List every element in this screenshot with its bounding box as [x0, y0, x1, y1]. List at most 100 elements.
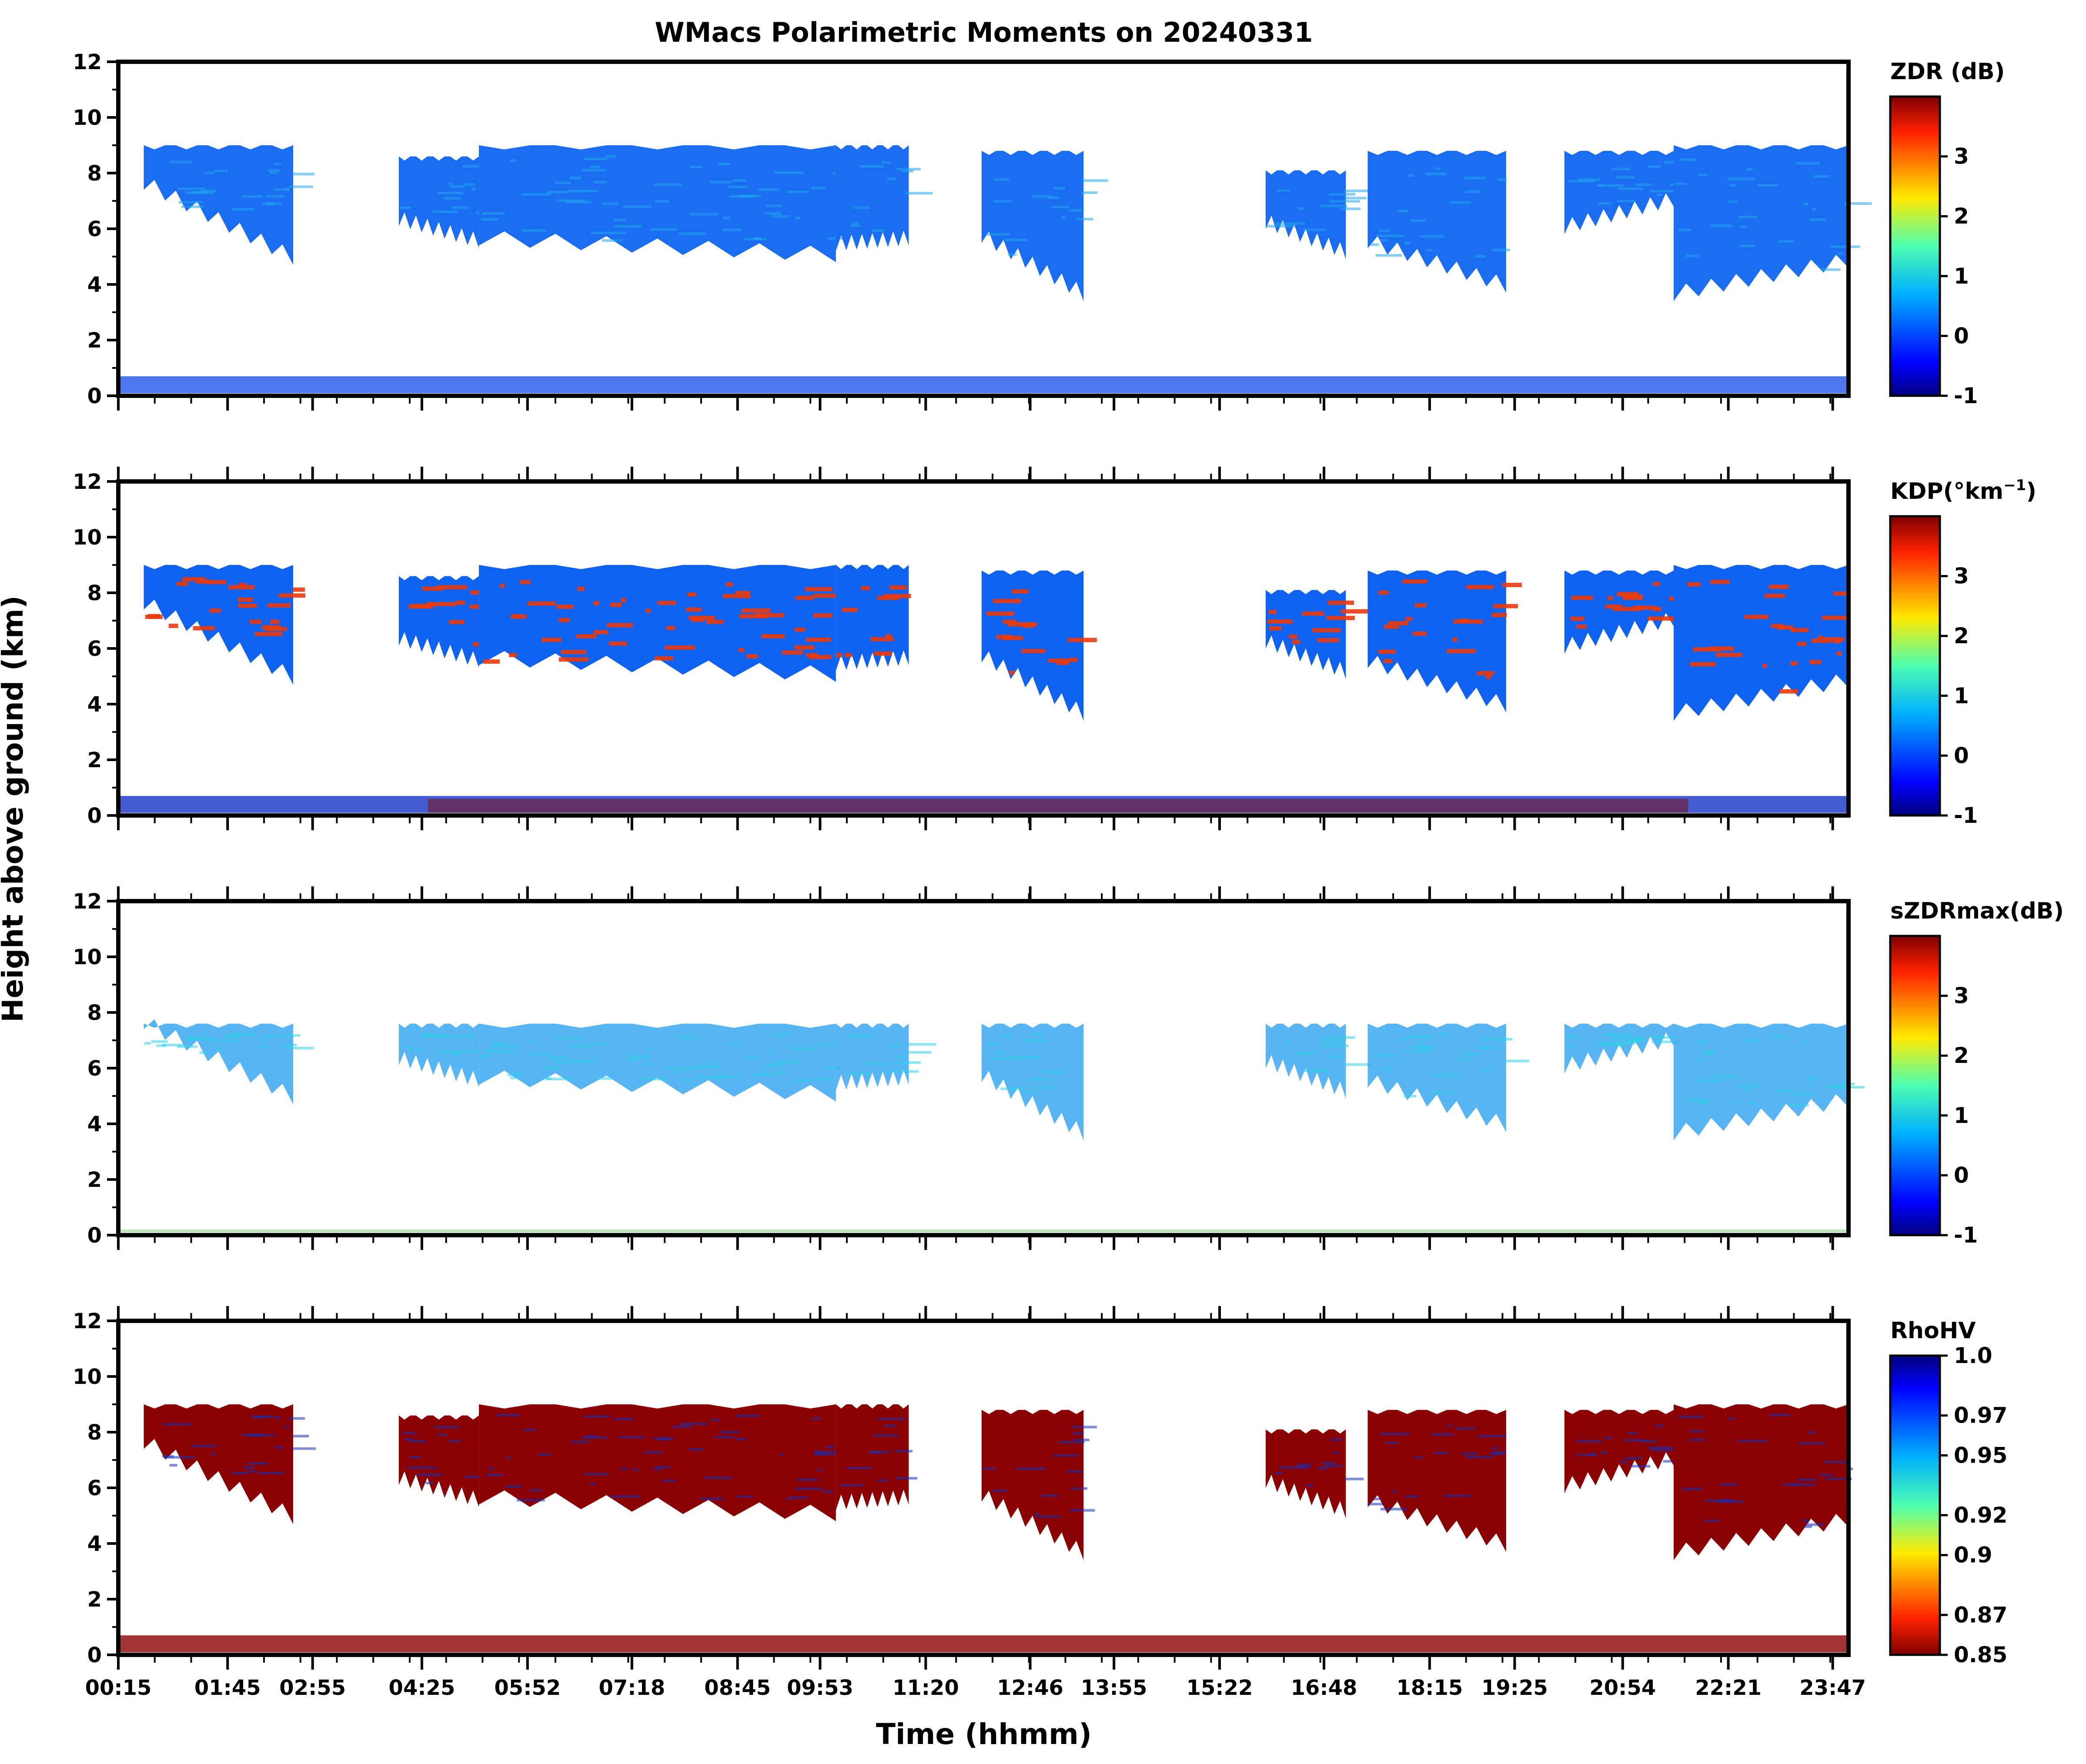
y-tick-label: 10	[73, 106, 102, 130]
cloud-texture	[1332, 1036, 1355, 1039]
cloud-texture	[1596, 184, 1605, 187]
cloud-segment	[479, 1404, 836, 1521]
cloud-texture	[1803, 202, 1809, 205]
cloud-texture	[506, 1457, 511, 1459]
x-tick-label: 23:47	[1799, 1676, 1866, 1700]
cloud-texture	[584, 1415, 610, 1418]
colorbar	[1890, 1356, 1940, 1655]
cloud-texture	[1790, 1092, 1816, 1095]
cloud-texture	[1689, 662, 1716, 667]
cloud-texture	[628, 1055, 652, 1058]
cloud-texture	[1647, 165, 1661, 168]
cloud-texture	[689, 1448, 704, 1451]
cloud-texture	[528, 1039, 535, 1042]
cloud-texture	[561, 650, 586, 655]
cloud-texture	[1412, 631, 1427, 636]
cloud-texture	[771, 215, 789, 218]
cloud-texture	[1738, 1085, 1763, 1088]
cloud-texture	[665, 645, 695, 650]
cloud-texture	[1384, 625, 1399, 629]
cloud-texture	[1497, 178, 1507, 181]
cloud-texture	[261, 1039, 268, 1042]
cloud-field	[144, 145, 1872, 301]
colorbar-title: RhoHV	[1890, 1318, 1976, 1344]
cloud-texture	[426, 602, 456, 607]
cloud-texture	[1398, 1038, 1408, 1041]
cloud-texture	[863, 1062, 894, 1065]
cloud-texture	[645, 608, 651, 613]
cloud-texture	[903, 1051, 932, 1054]
cloud-texture	[510, 1076, 516, 1079]
cloud-texture	[266, 203, 275, 206]
cloud-texture	[523, 1428, 536, 1431]
cloud-texture	[1838, 252, 1843, 255]
cloud-texture	[735, 1438, 747, 1441]
cloud-texture	[1388, 621, 1409, 625]
cloud-texture	[410, 1440, 427, 1443]
cloud-texture	[852, 222, 859, 225]
cloud-texture	[486, 1050, 515, 1053]
cloud-texture	[1608, 1042, 1636, 1045]
cloud-texture	[421, 1033, 431, 1036]
colorbar-frame	[1889, 95, 1941, 397]
colorbar-title: ZDR (dB)	[1890, 59, 2005, 85]
cloud-texture	[238, 583, 247, 588]
colorbar-tick-label: 0	[1954, 743, 1969, 768]
cloud-texture	[1819, 1473, 1833, 1477]
cloud-texture	[613, 218, 626, 221]
cloud-texture	[210, 1039, 240, 1042]
cloud-texture	[1321, 1041, 1342, 1044]
cloud-texture	[496, 1414, 520, 1417]
chart-title: WMacs Polarimetric Moments on 20240331	[655, 17, 1313, 48]
cloud-texture	[1369, 243, 1379, 246]
cloud-texture	[1617, 187, 1643, 190]
cloud-texture	[1675, 182, 1687, 185]
cloud-texture	[662, 1480, 675, 1482]
cloud-texture	[1037, 1515, 1060, 1518]
ground-clutter	[118, 1229, 1849, 1233]
cloud-texture	[994, 1042, 1000, 1046]
cloud-texture	[758, 188, 779, 191]
y-tick-label: 2	[87, 748, 102, 772]
cloud-texture	[853, 206, 871, 209]
cloud-texture	[861, 586, 870, 591]
cloud-texture	[1605, 1033, 1617, 1036]
y-tick-label: 12	[73, 1309, 102, 1333]
cloud-texture	[494, 1042, 502, 1045]
x-tick-label: 08:45	[704, 1676, 771, 1700]
cloud-texture	[566, 1059, 595, 1062]
cloud-texture	[739, 614, 767, 618]
cloud-texture	[586, 1434, 597, 1437]
cloud-texture	[1080, 191, 1098, 194]
cloud-texture	[1651, 1036, 1665, 1039]
cloud-texture	[1434, 167, 1441, 170]
cloud-texture	[1407, 174, 1414, 177]
cloud-texture	[842, 608, 858, 612]
cloud-texture	[790, 1496, 808, 1499]
cloud-texture	[1809, 660, 1822, 665]
cloud-texture	[1740, 244, 1755, 247]
cloud-texture	[776, 1072, 786, 1074]
cloud-texture	[993, 1052, 1006, 1055]
cloud-texture	[1071, 1426, 1097, 1429]
cloud-texture	[1686, 254, 1699, 257]
cloud-texture	[582, 169, 605, 172]
cloud-texture	[448, 182, 453, 185]
cloud-texture	[589, 165, 600, 168]
cloud-texture	[452, 206, 469, 209]
cloud-texture	[1576, 1440, 1602, 1443]
cloud-texture	[602, 239, 622, 242]
cloud-texture	[1269, 610, 1277, 615]
cloud-texture	[238, 603, 257, 608]
cloud-texture	[584, 157, 608, 160]
cloud-texture	[883, 594, 911, 598]
cloud-texture	[815, 1453, 844, 1456]
y-tick-label: 4	[87, 692, 102, 717]
cloud-texture	[809, 655, 832, 659]
cloud-texture	[764, 212, 782, 215]
cloud-texture	[1404, 1095, 1417, 1098]
cloud-texture	[1679, 158, 1697, 161]
cloud-texture	[455, 600, 465, 605]
cloud-segment	[981, 1023, 1084, 1141]
